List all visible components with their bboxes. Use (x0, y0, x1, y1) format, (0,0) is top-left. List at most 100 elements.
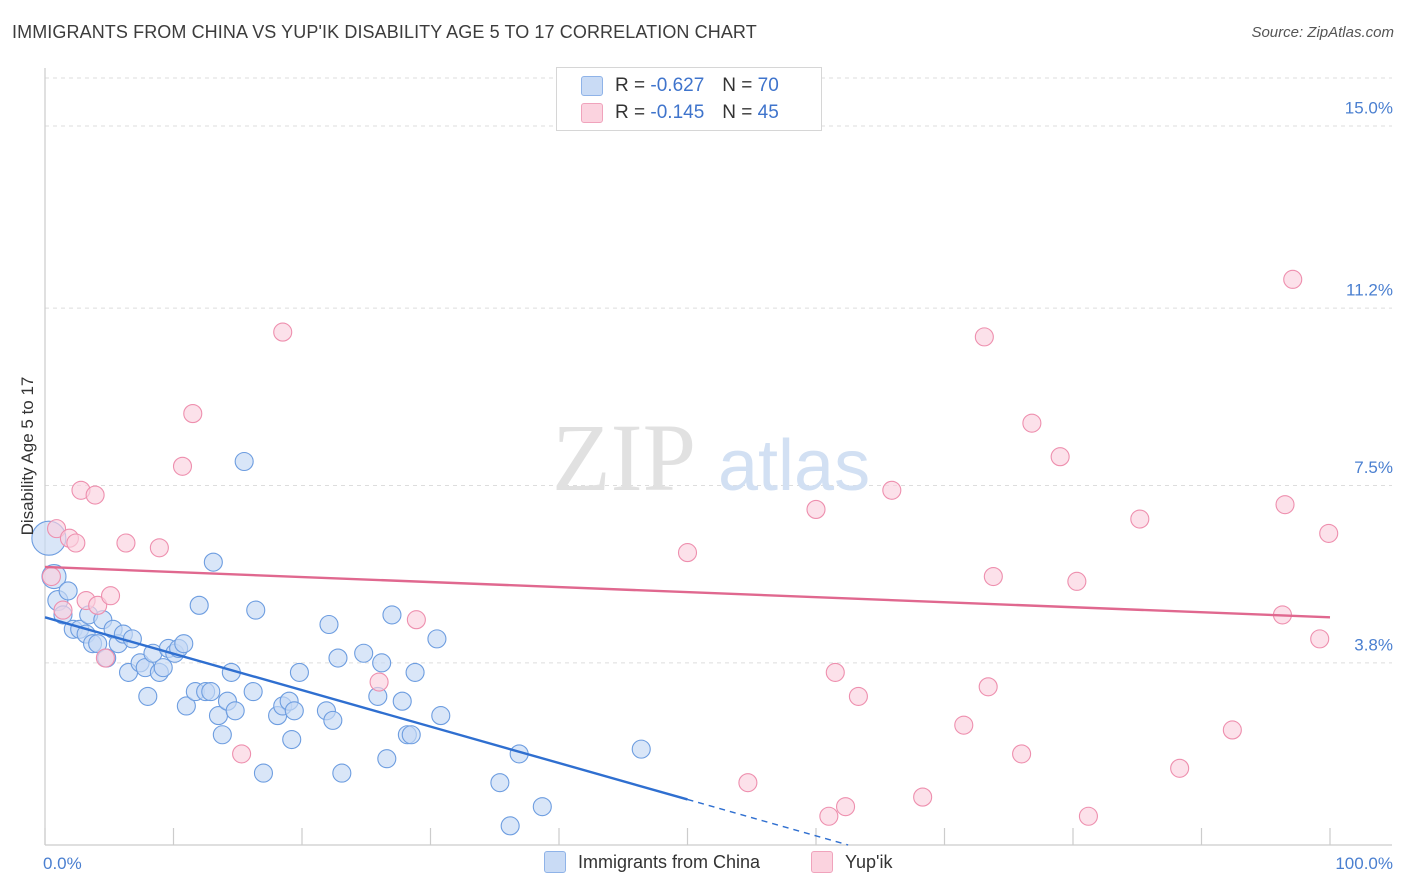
yupik-point (53, 600, 73, 620)
yupik-point (183, 404, 203, 424)
yupik-point (1170, 758, 1190, 778)
yupik-point (677, 543, 698, 563)
yupik-point (149, 538, 169, 558)
yupik-point (836, 797, 856, 817)
yupik-point (273, 322, 293, 342)
yupik-point (66, 533, 86, 553)
china-swatch (581, 76, 603, 96)
watermark-atlas: atlas (718, 426, 870, 506)
china-point (377, 749, 397, 769)
china-point (201, 682, 221, 702)
yupik-swatch (581, 103, 603, 123)
yupik-point (974, 327, 994, 347)
yupik-point (47, 519, 67, 539)
yupik-point (1319, 523, 1339, 543)
r-label: R = (615, 75, 646, 96)
n-value: 70 (757, 75, 779, 96)
yupik-point (1078, 806, 1098, 826)
yupik-point (1130, 509, 1150, 529)
china-point (225, 701, 245, 721)
china-point (122, 629, 142, 649)
china-point (372, 653, 392, 673)
yupik-point (172, 456, 193, 476)
legend-item-yupik[interactable]: Yup'ik (811, 851, 892, 873)
yupik-point (848, 686, 868, 706)
yupik-point (1283, 269, 1303, 289)
yupik-point (1222, 720, 1242, 740)
china-point (203, 552, 223, 572)
y-axis-label: Disability Age 5 to 17 (18, 377, 37, 536)
yupik-point (1022, 413, 1042, 433)
yupik-point (825, 662, 845, 682)
series-legend: Immigrants from China Yup'ik (0, 851, 1406, 877)
china-trend-extension (687, 798, 849, 846)
china-point (328, 648, 348, 668)
watermark: ZIP atlas (552, 404, 870, 511)
china-swatch (544, 851, 566, 873)
china-point (253, 763, 274, 783)
china-point (405, 662, 425, 682)
yupik-point (406, 610, 426, 630)
yupik-point (1067, 571, 1087, 591)
yupik-point (1050, 447, 1070, 467)
tick-labels: 3.8% 7.5% 11.2% 15.0% 0.0% 100.0% (43, 99, 1393, 873)
y-tick-label: 3.8% (1354, 635, 1393, 654)
china-point (490, 773, 510, 793)
yupik-point (738, 773, 758, 793)
x-tick-label-max: 100.0% (1335, 854, 1393, 873)
y-tick-label: 11.2% (1346, 281, 1393, 300)
yupik-point (913, 787, 933, 807)
yupik-point (978, 677, 998, 697)
china-point (246, 600, 266, 620)
watermark-zip: ZIP (552, 404, 696, 511)
stats-row-china: R = -0.627 N = 70 (581, 74, 779, 98)
y-tick-label: 7.5% (1354, 458, 1393, 477)
yupik-point (95, 648, 115, 668)
yupik-point (1275, 495, 1295, 515)
china-point (427, 629, 447, 649)
chart-title: IMMIGRANTS FROM CHINA VS YUP'IK DISABILI… (12, 22, 757, 42)
legend-item-china[interactable]: Immigrants from China (544, 851, 760, 873)
stats-row-yupik: R = -0.145 N = 45 (581, 101, 779, 125)
china-point (401, 725, 421, 745)
yupik-swatch (811, 851, 833, 873)
yupik-point (116, 533, 136, 553)
china-point (234, 451, 254, 472)
yupik-point (882, 480, 902, 500)
china-point (176, 696, 196, 716)
yupik-point (85, 485, 105, 505)
china-point (532, 797, 552, 817)
yupik-point (41, 566, 61, 587)
yupik-point (232, 744, 252, 764)
y-tick-label: 15.0% (1345, 99, 1393, 118)
china-point (392, 691, 412, 711)
legend-label-yupik: Yup'ik (845, 851, 893, 872)
china-point (289, 662, 309, 682)
china-point (631, 739, 651, 759)
n-label: N = (722, 75, 753, 96)
trend-lines (44, 565, 1331, 846)
n-label: N = (722, 102, 753, 123)
china-point (58, 581, 78, 601)
yupik-point (1012, 744, 1032, 764)
china-point (332, 763, 352, 783)
legend-label-china: Immigrants from China (578, 851, 761, 872)
series-yupik-points (41, 269, 1339, 826)
axes (44, 68, 1392, 846)
n-value: 45 (757, 102, 779, 123)
china-trend-line (44, 616, 688, 801)
data-points (31, 269, 1339, 836)
china-point (153, 658, 173, 678)
china-point (431, 706, 451, 726)
series-china-points (31, 451, 651, 836)
yupik-point (100, 586, 121, 606)
china-point (212, 725, 232, 745)
source-label: Source: ZipAtlas.com (1251, 24, 1394, 41)
yupik-point (983, 566, 1003, 587)
yupik-point (806, 499, 826, 519)
china-point (500, 816, 520, 836)
yupik-point (954, 715, 974, 735)
china-point (284, 701, 304, 721)
china-point (354, 643, 374, 663)
